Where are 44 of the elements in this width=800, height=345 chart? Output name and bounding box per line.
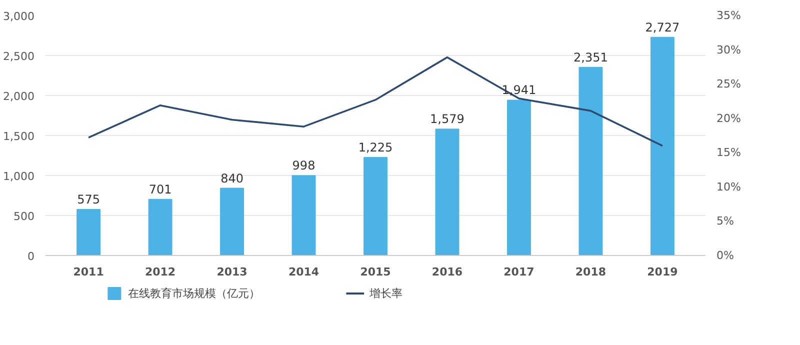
bar (148, 198, 172, 256)
y2-tick-label: 35% (716, 9, 741, 22)
bar (507, 100, 531, 256)
data-label: 1,225 (358, 140, 393, 154)
y2-tick-label: 20% (716, 112, 741, 125)
y2-tick-label: 5% (716, 214, 734, 228)
data-label: 998 (292, 158, 316, 173)
y-tick-label: 2,000 (3, 90, 35, 103)
x-tick-label: 2014 (288, 266, 320, 278)
bar (435, 128, 460, 256)
data-label: 840 (220, 171, 244, 186)
data-label: 1,579 (430, 112, 464, 126)
y2-tick-label: 10% (716, 180, 741, 194)
y-tick-label: 3,000 (3, 10, 35, 23)
bar (220, 188, 244, 256)
y2-tick-label: 25% (716, 78, 741, 91)
x-tick-label: 2019 (647, 266, 678, 278)
x-tick-label: 2016 (432, 266, 463, 278)
bar (76, 209, 101, 256)
bar (578, 66, 603, 256)
y-tick-label: 500 (14, 210, 35, 223)
x-tick-label: 2011 (73, 266, 104, 278)
bar (292, 175, 316, 256)
legend-label: 在线教育市场规模（亿元） (128, 287, 260, 300)
data-label: 575 (77, 192, 100, 206)
x-tick-label: 2018 (575, 266, 606, 278)
x-tick-label: 2013 (216, 266, 248, 278)
data-label: 2,727 (645, 20, 680, 34)
y-tick-label: 1,000 (3, 170, 35, 183)
bar (650, 36, 674, 256)
data-label: 2,351 (574, 50, 608, 64)
x-tick-label: 2015 (360, 266, 391, 278)
y-tick-label: 1,500 (3, 130, 35, 143)
y-tick-label: 2,500 (3, 50, 35, 63)
legend-label: 增长率 (368, 287, 402, 300)
x-tick-label: 2017 (504, 266, 534, 278)
y2-tick-label: 0% (716, 249, 734, 262)
y2-tick-label: 15% (716, 146, 741, 160)
bar (364, 157, 388, 256)
data-label: 701 (148, 182, 172, 196)
x-tick-label: 2012 (144, 266, 176, 278)
y-tick-label: 0 (28, 250, 34, 263)
data-label: 1,941 (502, 83, 536, 98)
y2-tick-label: 30% (716, 43, 741, 56)
